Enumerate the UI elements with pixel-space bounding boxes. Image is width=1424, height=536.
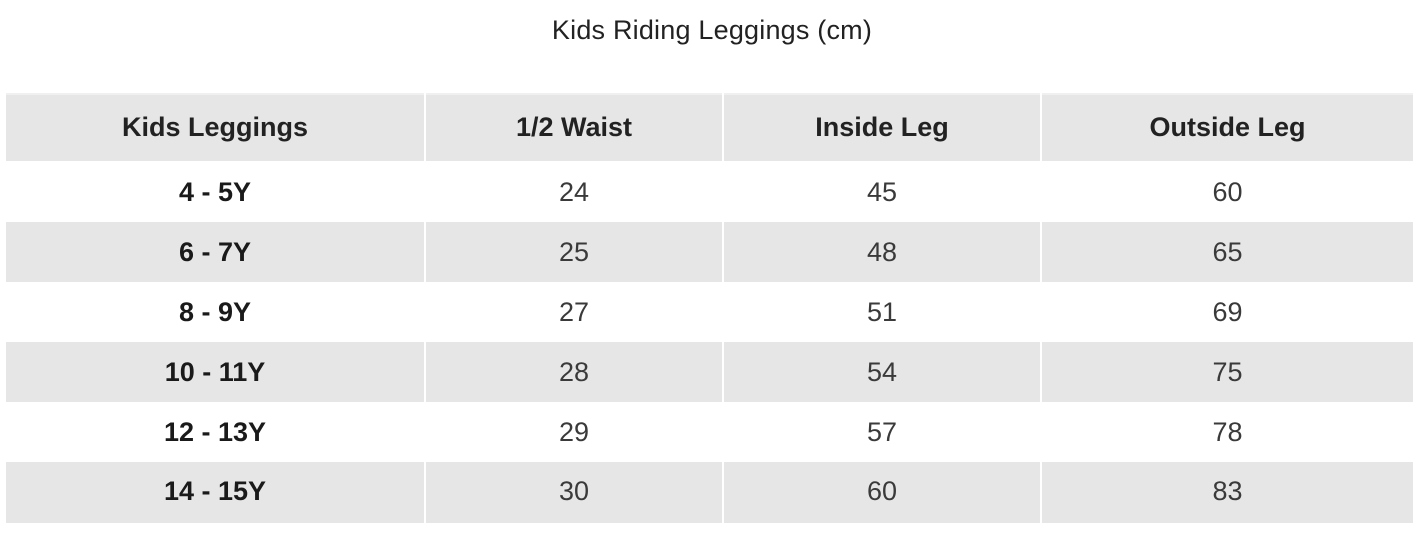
table-row: 4 - 5Y 24 45 60 [6, 162, 1413, 222]
column-header-half-waist: 1/2 Waist [424, 93, 724, 164]
half-waist-cell: 29 [424, 402, 724, 462]
size-chart-table: Kids Leggings 1/2 Waist Inside Leg Outsi… [6, 93, 1413, 523]
half-waist-cell: 24 [424, 162, 724, 222]
size-cell: 4 - 5Y [6, 162, 426, 222]
half-waist-cell: 27 [424, 282, 724, 342]
column-header-size: Kids Leggings [6, 93, 426, 164]
inside-leg-cell: 57 [722, 402, 1042, 462]
inside-leg-cell: 60 [722, 462, 1042, 522]
table-row: 14 - 15Y 30 60 83 [6, 462, 1413, 522]
column-header-outside-leg: Outside Leg [1040, 93, 1413, 164]
half-waist-cell: 25 [424, 222, 724, 282]
size-cell: 12 - 13Y [6, 402, 426, 462]
outside-leg-cell: 69 [1040, 282, 1413, 342]
inside-leg-cell: 54 [722, 342, 1042, 402]
half-waist-cell: 30 [424, 462, 724, 522]
inside-leg-cell: 45 [722, 162, 1042, 222]
size-cell: 14 - 15Y [6, 462, 426, 522]
size-cell: 8 - 9Y [6, 282, 426, 342]
outside-leg-cell: 83 [1040, 462, 1413, 522]
outside-leg-cell: 65 [1040, 222, 1413, 282]
outside-leg-cell: 78 [1040, 402, 1413, 462]
outside-leg-cell: 75 [1040, 342, 1413, 402]
table-row: 6 - 7Y 25 48 65 [6, 222, 1413, 282]
inside-leg-cell: 48 [722, 222, 1042, 282]
page-title: Kids Riding Leggings (cm) [551, 15, 873, 45]
size-cell: 6 - 7Y [6, 222, 426, 282]
table-row: 12 - 13Y 29 57 78 [6, 402, 1413, 462]
table-row: 8 - 9Y 27 51 69 [6, 282, 1413, 342]
table-header-row: Kids Leggings 1/2 Waist Inside Leg Outsi… [6, 93, 1413, 164]
half-waist-cell: 28 [424, 342, 724, 402]
column-header-inside-leg: Inside Leg [722, 93, 1042, 164]
outside-leg-cell: 60 [1040, 162, 1413, 222]
inside-leg-cell: 51 [722, 282, 1042, 342]
table-row: 10 - 11Y 28 54 75 [6, 342, 1413, 402]
size-cell: 10 - 11Y [6, 342, 426, 402]
